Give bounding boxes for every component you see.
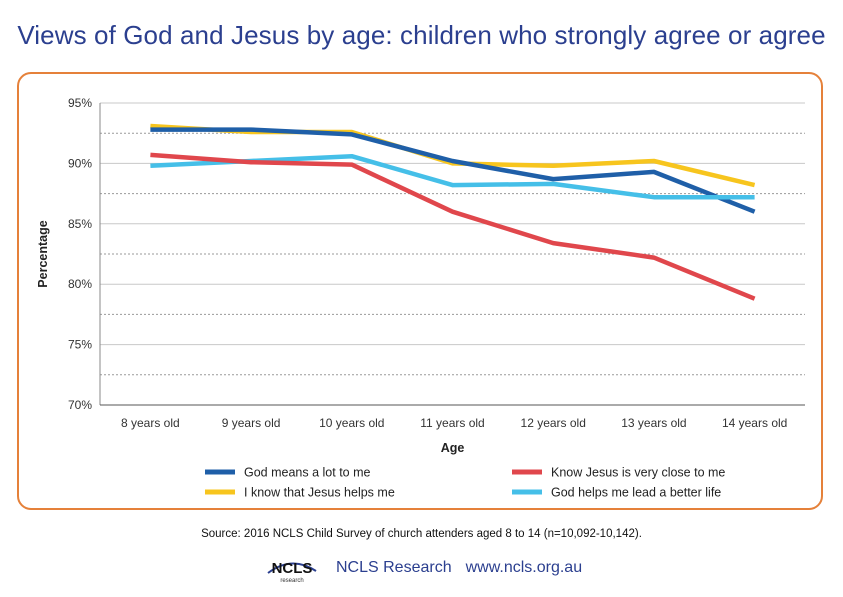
chart-frame bbox=[17, 72, 823, 510]
x-tick-label: 9 years old bbox=[222, 416, 281, 430]
y-tick-label: 70% bbox=[68, 398, 92, 412]
x-tick-label: 14 years old bbox=[722, 416, 787, 430]
svg-text:NCLS: NCLS bbox=[272, 560, 313, 577]
ncls-logo: NCLS research bbox=[267, 560, 317, 584]
y-tick-label: 80% bbox=[68, 277, 92, 291]
y-tick-label: 95% bbox=[68, 96, 92, 110]
source-note: Source: 2016 NCLS Child Survey of church… bbox=[201, 528, 642, 540]
org-name: NCLS Research bbox=[336, 559, 452, 576]
y-tick-label: 85% bbox=[68, 217, 92, 231]
series-line-2 bbox=[150, 152, 756, 301]
y-tick-label: 75% bbox=[68, 338, 92, 352]
legend-label: God means a lot to me bbox=[244, 466, 371, 480]
x-tick-label: 10 years old bbox=[319, 416, 384, 430]
y-tick-label: 90% bbox=[68, 156, 92, 170]
legend-label: Know Jesus is very close to me bbox=[551, 466, 725, 480]
series-line-3 bbox=[150, 123, 756, 188]
x-axis-label: Age bbox=[441, 441, 465, 455]
website-link[interactable]: www.ncls.org.au bbox=[465, 559, 583, 576]
legend-label: God helps me lead a better life bbox=[551, 486, 721, 500]
legend-label: I know that Jesus helps me bbox=[244, 486, 395, 500]
x-tick-label: 12 years old bbox=[521, 416, 586, 430]
svg-text:research: research bbox=[280, 578, 303, 584]
series-line-1 bbox=[150, 127, 756, 214]
x-tick-label: 8 years old bbox=[121, 416, 180, 430]
chart-title: Views of God and Jesus by age: children … bbox=[17, 20, 826, 50]
x-tick-label: 11 years old bbox=[420, 416, 484, 430]
footer: NCLS research NCLS Research www.ncls.org… bbox=[262, 550, 596, 586]
y-axis-label: Percentage bbox=[36, 220, 50, 287]
x-tick-label: 13 years old bbox=[621, 416, 686, 430]
